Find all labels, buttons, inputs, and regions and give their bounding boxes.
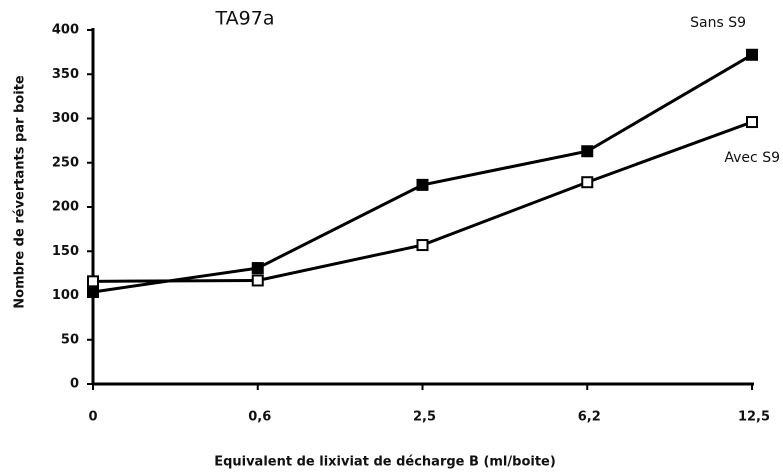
- marker: [416, 178, 429, 191]
- marker: [416, 239, 429, 252]
- y-tick-label: 250: [52, 155, 79, 170]
- y-tick-label: 0: [70, 377, 79, 392]
- chart-title: TA97a: [215, 8, 275, 30]
- marker: [87, 275, 99, 288]
- x-tick-label: 12,5: [738, 410, 770, 425]
- marker: [251, 262, 264, 275]
- marker: [251, 274, 264, 287]
- series-label: Sans S9: [690, 15, 746, 31]
- series-line: [92, 120, 753, 283]
- x-tick-label: 0: [88, 410, 97, 425]
- marker: [581, 176, 594, 189]
- y-tick-label: 200: [52, 200, 79, 215]
- marker: [581, 145, 594, 158]
- x-tick-label: 0,6: [248, 410, 271, 425]
- y-tick-label: 350: [52, 67, 79, 82]
- y-tick-label: 300: [52, 111, 79, 126]
- marker: [87, 285, 99, 298]
- series-label: Avec S9: [724, 150, 780, 166]
- series-line: [92, 53, 753, 294]
- y-tick-label: 400: [52, 23, 79, 38]
- marker: [746, 48, 758, 61]
- x-axis-label: Equivalent de lixiviat de décharge B (ml…: [214, 455, 556, 470]
- y-axis-label: Nombre de révertants par boite: [13, 75, 28, 309]
- y-tick-label: 50: [61, 332, 79, 347]
- x-tick-label: 2,5: [413, 410, 436, 425]
- marker: [746, 116, 758, 129]
- y-tick-label: 150: [52, 244, 79, 259]
- x-tick-label: 6,2: [578, 410, 601, 425]
- y-tick-label: 100: [52, 288, 79, 303]
